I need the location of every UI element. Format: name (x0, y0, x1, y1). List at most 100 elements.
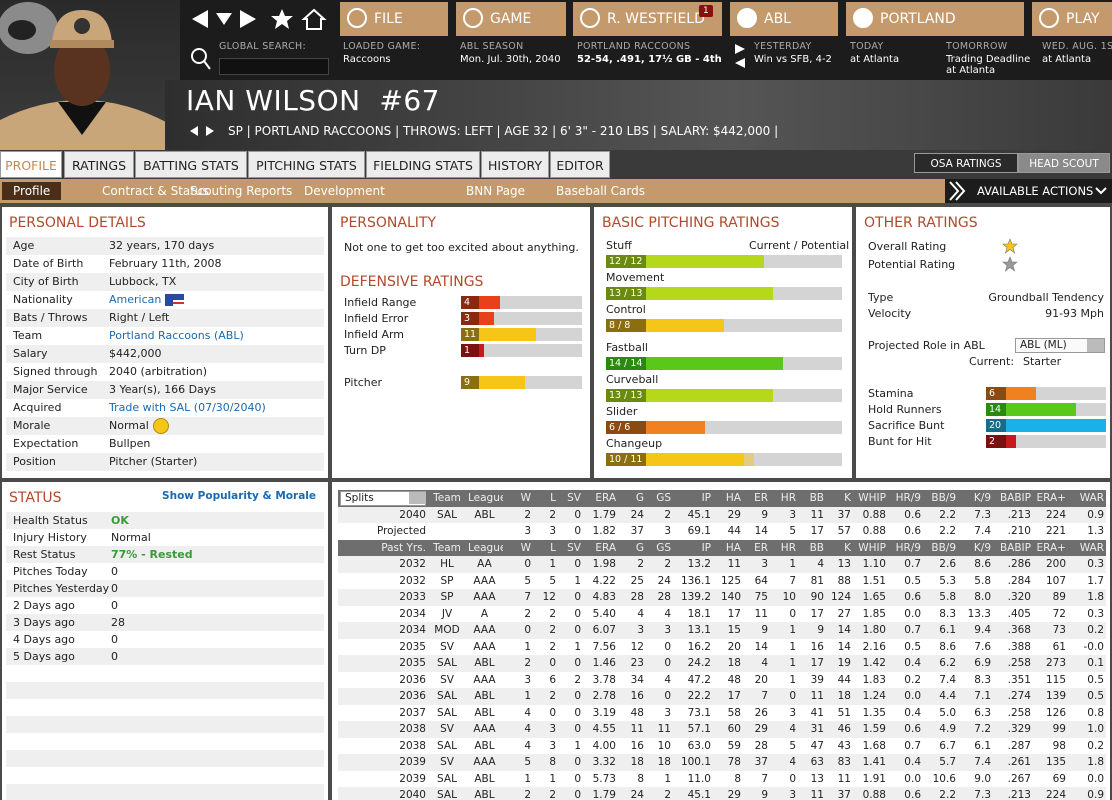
stats-cell: SV (440, 673, 454, 686)
stats-cell: 58 (727, 706, 741, 719)
search-input[interactable] (219, 58, 329, 75)
detail-value[interactable]: Trade with SAL (07/30/2040) (109, 401, 266, 414)
right-tab[interactable]: OSA RATINGS (914, 153, 1018, 173)
tab[interactable]: RATINGS (64, 151, 134, 178)
stats-cell: AA (466, 556, 503, 573)
status-label: Pitches Today (13, 565, 88, 578)
stats-cell: 13 (810, 772, 824, 785)
stats-cell: ABL (466, 787, 503, 800)
stats-cell: 47.2 (687, 673, 711, 686)
stats-cell: 2 (503, 506, 533, 523)
right-tab[interactable]: HEAD SCOUT (1018, 153, 1110, 173)
detail-value[interactable]: American (109, 293, 162, 306)
stats-cell: AAA (466, 754, 503, 771)
tab[interactable]: BATTING STATS (135, 151, 247, 178)
nav-button[interactable]: R. WESTFIELD 1 (573, 2, 722, 36)
detail-row (6, 327, 324, 345)
nav-button-icon (580, 8, 600, 28)
nav-button[interactable]: ABL (730, 2, 838, 36)
panel-title: BASIC PITCHING RATINGS (602, 215, 780, 231)
subtab[interactable]: Contract & Status (102, 184, 209, 198)
stats-cell: A (480, 607, 489, 620)
nav-icons[interactable] (188, 6, 333, 32)
subtab[interactable]: Profile (2, 182, 62, 200)
stats-cell: 83 (826, 754, 853, 771)
stats-cell: .368 (993, 622, 1033, 639)
player-arrows[interactable] (188, 124, 218, 138)
stats-cell: 10.6 (932, 772, 956, 785)
status-link[interactable]: Show Popularity & Morale (162, 490, 316, 502)
rating-bar (606, 389, 774, 402)
star-icon (1002, 256, 1018, 272)
stats-cell: 24 (657, 574, 671, 587)
rating-track: 14 (986, 403, 1106, 416)
stats-cell: 3 (770, 787, 798, 800)
tab[interactable]: FIELDING STATS (366, 151, 480, 178)
splits-select[interactable]: Splits (340, 490, 426, 506)
stats-cell: 0 (558, 506, 583, 523)
stats-cell: 2 (646, 556, 673, 573)
available-actions[interactable]: AVAILABLE ACTIONS (945, 179, 1112, 203)
stats-row: 2034 JV A 2 2 0 5.40 4 4 18.1 17 11 0 17 27 1.85 0.0 8.3 1… (338, 606, 1106, 623)
nav-button[interactable]: PLAY (1032, 2, 1112, 36)
stats-cell: 6.9 (958, 655, 993, 672)
role-select-arrow (1087, 339, 1104, 352)
day-arrows[interactable] (733, 42, 747, 70)
stats-row: 2040 SAL ABL 2 2 0 1.79 24 2 45.1 29 9 3 11 37 0.88 0.6 2… (338, 787, 1106, 800)
stats-cell: 3 (646, 622, 673, 639)
stats-cell: 0.4 (888, 655, 923, 672)
detail-value[interactable]: Portland Raccoons (ABL) (109, 329, 244, 342)
stats-header-cell: K/9 (958, 490, 993, 507)
stats-header-cell: WHIP (853, 539, 888, 556)
stats-cell: 0.0 (904, 772, 921, 785)
tab[interactable]: EDITOR (550, 151, 610, 178)
ratings-legend: Current / Potential (749, 239, 850, 252)
rating-track: 10 / 11 (606, 453, 842, 466)
detail-label: Signed through (13, 365, 98, 378)
nav-button[interactable]: FILE (340, 2, 448, 36)
stats-header-cell: ERA (583, 490, 618, 507)
nav-button[interactable]: GAME (456, 2, 566, 36)
stats-cell: 2 (646, 787, 673, 800)
rating-name: Hold Runners (868, 403, 942, 416)
search-icon[interactable] (190, 46, 212, 72)
rating-name: Infield Error (344, 312, 409, 325)
stats-cell: SAL (428, 787, 466, 800)
stats-cell: Projected (376, 525, 426, 538)
tab[interactable]: PROFILE (0, 151, 62, 178)
role-select[interactable]: ABL (ML) (1015, 338, 1105, 353)
stats-cell: 0.3 (1087, 607, 1104, 620)
info-label: WED. AUG. 1ST (1042, 41, 1112, 52)
stats-cell: 0.4 (904, 706, 921, 719)
stats-cell: 57.1 (673, 721, 713, 738)
stats-cell: 37 (630, 525, 644, 538)
rating-value: 20 (986, 419, 1006, 432)
rating-name: Turn DP (344, 344, 386, 357)
subtab[interactable]: BNN Page (466, 184, 526, 198)
stats-cell: 28 (618, 589, 646, 606)
stats-header-cell: BB (798, 539, 826, 556)
stats-cell: 7 (789, 574, 796, 587)
rating-name: Slider (606, 405, 638, 418)
subtab[interactable]: Baseball Cards (556, 184, 645, 198)
stats-cell: 1 (789, 673, 796, 686)
stats-cell: 0.3 (1068, 556, 1106, 573)
stats-cell: 1.51 (862, 574, 886, 587)
stats-cell: 2 (533, 787, 558, 800)
rating-name: Movement (606, 271, 665, 284)
status-row (6, 699, 324, 716)
nav-button-label: GAME (490, 11, 532, 27)
nav-button-icon (1039, 8, 1059, 28)
nav-button[interactable]: PORTLAND (846, 2, 1024, 36)
tab[interactable]: PITCHING STATS (248, 151, 365, 178)
type-value: Groundball Tendency (988, 291, 1104, 304)
stats-cell: 9 (798, 622, 826, 639)
status-label: Injury History (13, 531, 87, 544)
tab[interactable]: HISTORY (481, 151, 549, 178)
stats-cell: 1.0 (1068, 721, 1106, 738)
subtab[interactable]: Development (304, 184, 385, 198)
stats-cell: 1.79 (583, 506, 618, 523)
stats-cell: .213 (993, 787, 1033, 800)
stats-cell: 0 (503, 622, 533, 639)
subtab[interactable]: Scouting Reports (190, 184, 293, 198)
